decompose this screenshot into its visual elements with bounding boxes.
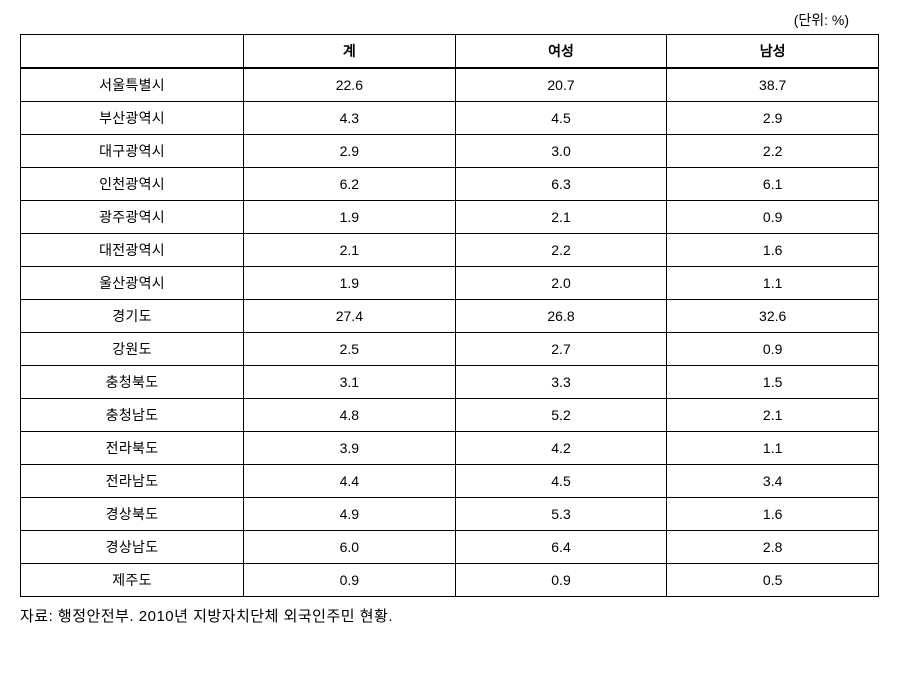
- cell-male: 0.9: [667, 201, 879, 234]
- cell-female: 2.2: [455, 234, 667, 267]
- table-row: 광주광역시1.92.10.9: [21, 201, 879, 234]
- cell-region: 충청남도: [21, 399, 244, 432]
- table-row: 강원도2.52.70.9: [21, 333, 879, 366]
- cell-female: 6.3: [455, 168, 667, 201]
- cell-total: 3.1: [244, 366, 456, 399]
- cell-region: 경상북도: [21, 498, 244, 531]
- table-row: 제주도0.90.90.5: [21, 564, 879, 597]
- cell-female: 0.9: [455, 564, 667, 597]
- cell-region: 전라북도: [21, 432, 244, 465]
- cell-male: 1.1: [667, 432, 879, 465]
- header-male: 남성: [667, 35, 879, 69]
- cell-male: 2.9: [667, 102, 879, 135]
- cell-total: 2.9: [244, 135, 456, 168]
- cell-female: 5.2: [455, 399, 667, 432]
- cell-region: 제주도: [21, 564, 244, 597]
- cell-female: 6.4: [455, 531, 667, 564]
- table-row: 전라남도4.44.53.4: [21, 465, 879, 498]
- cell-male: 32.6: [667, 300, 879, 333]
- table-row: 인천광역시6.26.36.1: [21, 168, 879, 201]
- unit-label: (단위: %): [20, 10, 879, 30]
- header-female: 여성: [455, 35, 667, 69]
- data-table: 계 여성 남성 서울특별시22.620.738.7부산광역시4.34.52.9대…: [20, 34, 879, 597]
- table-header-row: 계 여성 남성: [21, 35, 879, 69]
- cell-region: 충청북도: [21, 366, 244, 399]
- cell-total: 22.6: [244, 68, 456, 102]
- header-total: 계: [244, 35, 456, 69]
- table-body: 서울특별시22.620.738.7부산광역시4.34.52.9대구광역시2.93…: [21, 68, 879, 597]
- cell-female: 3.0: [455, 135, 667, 168]
- cell-male: 6.1: [667, 168, 879, 201]
- cell-male: 1.6: [667, 234, 879, 267]
- cell-region: 울산광역시: [21, 267, 244, 300]
- cell-female: 2.7: [455, 333, 667, 366]
- cell-region: 대구광역시: [21, 135, 244, 168]
- cell-male: 2.1: [667, 399, 879, 432]
- cell-region: 전라남도: [21, 465, 244, 498]
- cell-region: 광주광역시: [21, 201, 244, 234]
- cell-total: 3.9: [244, 432, 456, 465]
- table-row: 대전광역시2.12.21.6: [21, 234, 879, 267]
- cell-female: 3.3: [455, 366, 667, 399]
- cell-male: 1.6: [667, 498, 879, 531]
- header-region: [21, 35, 244, 69]
- cell-female: 26.8: [455, 300, 667, 333]
- cell-male: 1.5: [667, 366, 879, 399]
- cell-total: 1.9: [244, 201, 456, 234]
- cell-total: 4.3: [244, 102, 456, 135]
- cell-total: 6.0: [244, 531, 456, 564]
- table-row: 전라북도3.94.21.1: [21, 432, 879, 465]
- cell-male: 2.8: [667, 531, 879, 564]
- cell-total: 27.4: [244, 300, 456, 333]
- source-note: 자료: 행정안전부. 2010년 지방자치단체 외국인주민 현황.: [20, 605, 879, 626]
- cell-male: 38.7: [667, 68, 879, 102]
- table-row: 부산광역시4.34.52.9: [21, 102, 879, 135]
- table-row: 경상북도4.95.31.6: [21, 498, 879, 531]
- cell-region: 인천광역시: [21, 168, 244, 201]
- cell-female: 4.5: [455, 465, 667, 498]
- cell-region: 경기도: [21, 300, 244, 333]
- cell-region: 대전광역시: [21, 234, 244, 267]
- table-row: 충청북도3.13.31.5: [21, 366, 879, 399]
- table-row: 충청남도4.85.22.1: [21, 399, 879, 432]
- cell-female: 4.5: [455, 102, 667, 135]
- cell-total: 4.4: [244, 465, 456, 498]
- cell-region: 강원도: [21, 333, 244, 366]
- cell-total: 1.9: [244, 267, 456, 300]
- table-row: 경기도27.426.832.6: [21, 300, 879, 333]
- cell-total: 2.1: [244, 234, 456, 267]
- cell-total: 4.8: [244, 399, 456, 432]
- cell-region: 서울특별시: [21, 68, 244, 102]
- cell-total: 2.5: [244, 333, 456, 366]
- cell-male: 1.1: [667, 267, 879, 300]
- table-row: 울산광역시1.92.01.1: [21, 267, 879, 300]
- cell-total: 4.9: [244, 498, 456, 531]
- cell-region: 부산광역시: [21, 102, 244, 135]
- cell-female: 5.3: [455, 498, 667, 531]
- cell-total: 6.2: [244, 168, 456, 201]
- cell-total: 0.9: [244, 564, 456, 597]
- cell-male: 3.4: [667, 465, 879, 498]
- cell-region: 경상남도: [21, 531, 244, 564]
- table-row: 대구광역시2.93.02.2: [21, 135, 879, 168]
- cell-female: 4.2: [455, 432, 667, 465]
- table-row: 서울특별시22.620.738.7: [21, 68, 879, 102]
- cell-female: 2.1: [455, 201, 667, 234]
- cell-male: 2.2: [667, 135, 879, 168]
- table-row: 경상남도6.06.42.8: [21, 531, 879, 564]
- cell-male: 0.5: [667, 564, 879, 597]
- cell-male: 0.9: [667, 333, 879, 366]
- cell-female: 2.0: [455, 267, 667, 300]
- cell-female: 20.7: [455, 68, 667, 102]
